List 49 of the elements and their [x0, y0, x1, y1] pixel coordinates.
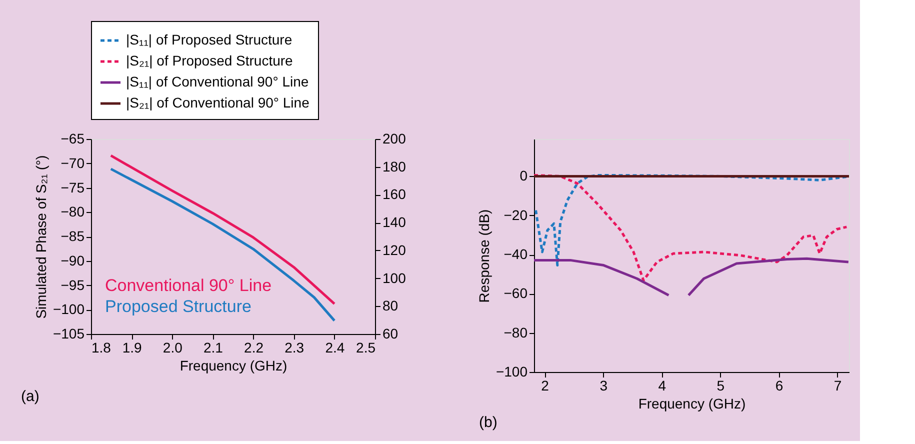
- y2-tick-label: 80: [382, 298, 398, 314]
- text: (a): [21, 388, 40, 405]
- y-tick-label: −70: [60, 154, 85, 171]
- y-axis-title: Response (dB): [476, 209, 492, 303]
- y-tick-label: 0: [520, 168, 528, 184]
- y-tick-label: −95: [60, 276, 85, 293]
- y2-tick-label: 120: [382, 242, 406, 258]
- y2-tick-label: 100: [382, 270, 406, 286]
- series-label: Conventional 90° Line: [105, 276, 272, 295]
- x-tick-label: 2.5: [356, 340, 376, 356]
- x-axis-title: Frequency (GHz): [180, 358, 288, 374]
- y-tick-label: −65: [60, 130, 85, 146]
- y2-tick-label: 160: [382, 186, 406, 202]
- legend-label: |S₂₁| of Conventional 90° Line: [126, 94, 310, 110]
- y2-tick-label: 140: [382, 214, 406, 230]
- x-tick-label: 2.1: [203, 340, 224, 356]
- x-tick-label: 2.0: [162, 340, 183, 356]
- y2-tick-label: 200: [382, 130, 406, 146]
- x-tick-label: 1.8: [92, 340, 112, 356]
- text: (b): [479, 414, 498, 431]
- x-tick-label: 6: [775, 378, 784, 394]
- text: Proposed Structure: [105, 297, 252, 316]
- y-tick-label: −100: [52, 301, 85, 318]
- legend-label: |S₁₁| of Conventional 90° Line: [126, 74, 309, 90]
- y-tick-label: −40: [504, 246, 528, 262]
- y-tick-label: −75: [60, 179, 85, 196]
- y2-tick-label: 60: [382, 326, 398, 342]
- x-tick-label: 2.4: [325, 340, 345, 356]
- x-tick-label: 1.9: [122, 340, 142, 356]
- x-axis-title: Frequency (GHz): [638, 396, 746, 412]
- x-tick-label: 7: [834, 378, 842, 394]
- y-tick-label: −80: [60, 204, 85, 220]
- y-axis-title: Simulated Phase of S₂₁ (°): [32, 155, 49, 319]
- x-tick-label: 2: [541, 378, 550, 394]
- y-tick-label: −90: [60, 252, 85, 268]
- y2-tick-label: 180: [382, 158, 406, 174]
- y-tick-label: −60: [504, 285, 528, 302]
- y-tick-label: −105: [52, 326, 85, 342]
- y-tick-label: −80: [504, 324, 528, 340]
- x-tick-label: 3: [600, 378, 608, 394]
- x-tick-label: 2.3: [284, 340, 304, 356]
- y-tick-label: −20: [504, 206, 528, 223]
- y-tick-label: −85: [60, 228, 85, 244]
- x-tick-label: 5: [716, 378, 725, 394]
- y-tick-label: −100: [496, 364, 528, 380]
- legend-label: |S₂₁| of Proposed Structure: [126, 52, 294, 68]
- x-tick-label: 4: [658, 378, 666, 394]
- x-tick-label: 2.2: [244, 340, 264, 356]
- legend-label: |S₁₁| of Proposed Structure: [126, 32, 292, 48]
